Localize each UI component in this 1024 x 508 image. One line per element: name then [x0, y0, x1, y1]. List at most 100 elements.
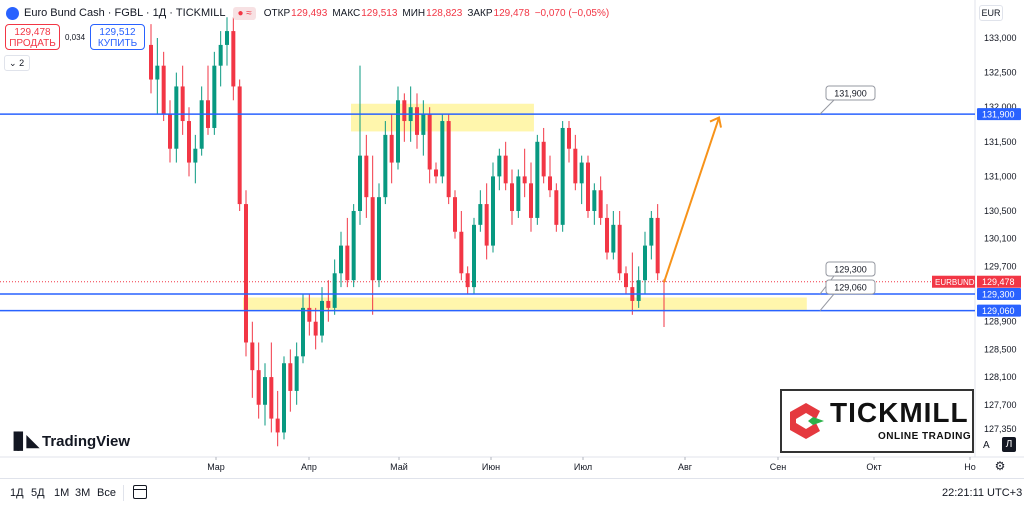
tradingview-logo[interactable]: ▐▌◣ TradingView [8, 431, 130, 451]
candle-body [465, 273, 470, 288]
candle-body [516, 176, 521, 211]
candle-body [402, 100, 407, 122]
candle-body [345, 245, 350, 281]
candle-body [161, 65, 166, 115]
candle-body [383, 134, 388, 198]
candle-body [155, 65, 160, 80]
range-1d-button[interactable]: 1Д [10, 487, 24, 499]
candle-body [592, 190, 597, 211]
log-scale-button[interactable]: Л [1002, 437, 1016, 452]
candle [282, 356, 286, 440]
sell-button[interactable]: 129,478 ПРОДАТЬ [5, 24, 60, 50]
support-resistance-zone-1 [243, 297, 807, 310]
candle-body [649, 217, 654, 246]
candle [427, 107, 432, 184]
high-label: МАКС [332, 7, 361, 19]
candle [554, 183, 559, 232]
candle-body [478, 204, 483, 225]
candle [465, 266, 470, 295]
candle [529, 162, 533, 232]
candle-body [554, 190, 559, 225]
candle-body [529, 183, 533, 218]
x-tick-label: Окт [866, 462, 881, 472]
high-value: 129,513 [361, 7, 398, 19]
candle-body [250, 342, 255, 371]
candle-body [598, 190, 603, 218]
candle-body [484, 204, 489, 246]
symbol-title[interactable]: Euro Bund Cash · FGBL · 1Д · TICKMILL [24, 7, 226, 19]
candle-body [231, 31, 236, 87]
last-price-tag [977, 275, 1021, 288]
candle-body [244, 204, 248, 343]
candle [231, 17, 236, 101]
candle [345, 217, 350, 288]
candle [269, 342, 274, 433]
candle-body [263, 377, 267, 405]
candle-body [187, 121, 191, 163]
close-label: ЗАКР [467, 7, 493, 19]
buy-button[interactable]: 129,512 КУПИТЬ [90, 24, 145, 50]
callout-label: 129,300 [834, 265, 867, 275]
level-price-label: 129,300 [982, 290, 1015, 300]
y-tick-label: 127,700 [984, 400, 1017, 410]
x-tick-label: Июл [574, 462, 592, 472]
candle [326, 280, 331, 322]
candle-body [218, 44, 223, 66]
candle [237, 79, 242, 211]
range-5d-button[interactable]: 5Д [31, 487, 45, 499]
candle-body [313, 321, 318, 336]
calendar-icon[interactable] [133, 485, 147, 499]
candle [516, 169, 521, 218]
candle [510, 169, 514, 225]
gear-icon[interactable]: ⚙ [994, 459, 1006, 473]
y-tick-label: 131,500 [984, 137, 1017, 147]
candle-body [491, 176, 495, 246]
range-all-button[interactable]: Все [97, 487, 116, 499]
clock[interactable]: 22:21:11 UTC+3 [942, 487, 1023, 499]
candle [339, 231, 343, 288]
candle-body [636, 280, 641, 301]
candle [655, 204, 660, 281]
candle [472, 217, 476, 295]
candle [364, 134, 369, 218]
tickmill-subtitle: ONLINE TRADING [878, 431, 972, 442]
symbol-tag-label: EURBUND [935, 278, 975, 287]
candle [212, 51, 217, 135]
low-value: 128,823 [426, 7, 463, 19]
candle-body [573, 148, 578, 184]
sell-label: ПРОДАТЬ [9, 38, 56, 49]
candle [383, 121, 388, 205]
currency-button[interactable]: EUR [979, 5, 1003, 21]
range-1m-button[interactable]: 1М [54, 487, 70, 499]
candle-body [655, 217, 660, 274]
candle [180, 65, 185, 135]
candle [598, 176, 603, 225]
callout-pointer [819, 293, 835, 311]
candle-body [225, 31, 229, 45]
candle-body [617, 224, 622, 274]
collapse-indicators-button[interactable]: ⌄ 2 [4, 55, 30, 71]
level-price-tag [977, 108, 1021, 121]
candle [491, 162, 495, 253]
candle-body [237, 86, 242, 205]
candle [579, 155, 584, 205]
candle-body [535, 141, 540, 218]
x-tick-label: Апр [301, 462, 317, 472]
candle [351, 204, 356, 288]
range-3m-button[interactable]: 3М [75, 487, 91, 499]
candle-body [256, 370, 261, 405]
candle-body [643, 245, 647, 281]
candle [263, 363, 267, 426]
x-tick-label: Май [390, 462, 408, 472]
last-price-label: 129,478 [982, 277, 1015, 287]
candle-body [446, 121, 451, 198]
open-label: ОТКР [263, 7, 291, 19]
candle [617, 211, 622, 281]
symbol-tag [932, 275, 975, 288]
price-chart[interactable]: 133,000 132,500 132,000 131,500 131,000 130,5… [0, 0, 1024, 478]
candle [250, 321, 255, 398]
open-value: 129,493 [291, 7, 328, 19]
candle [332, 259, 337, 315]
auto-scale-button[interactable]: A [983, 440, 990, 451]
legend-toggle-button[interactable]: ● ≈ [233, 6, 256, 20]
